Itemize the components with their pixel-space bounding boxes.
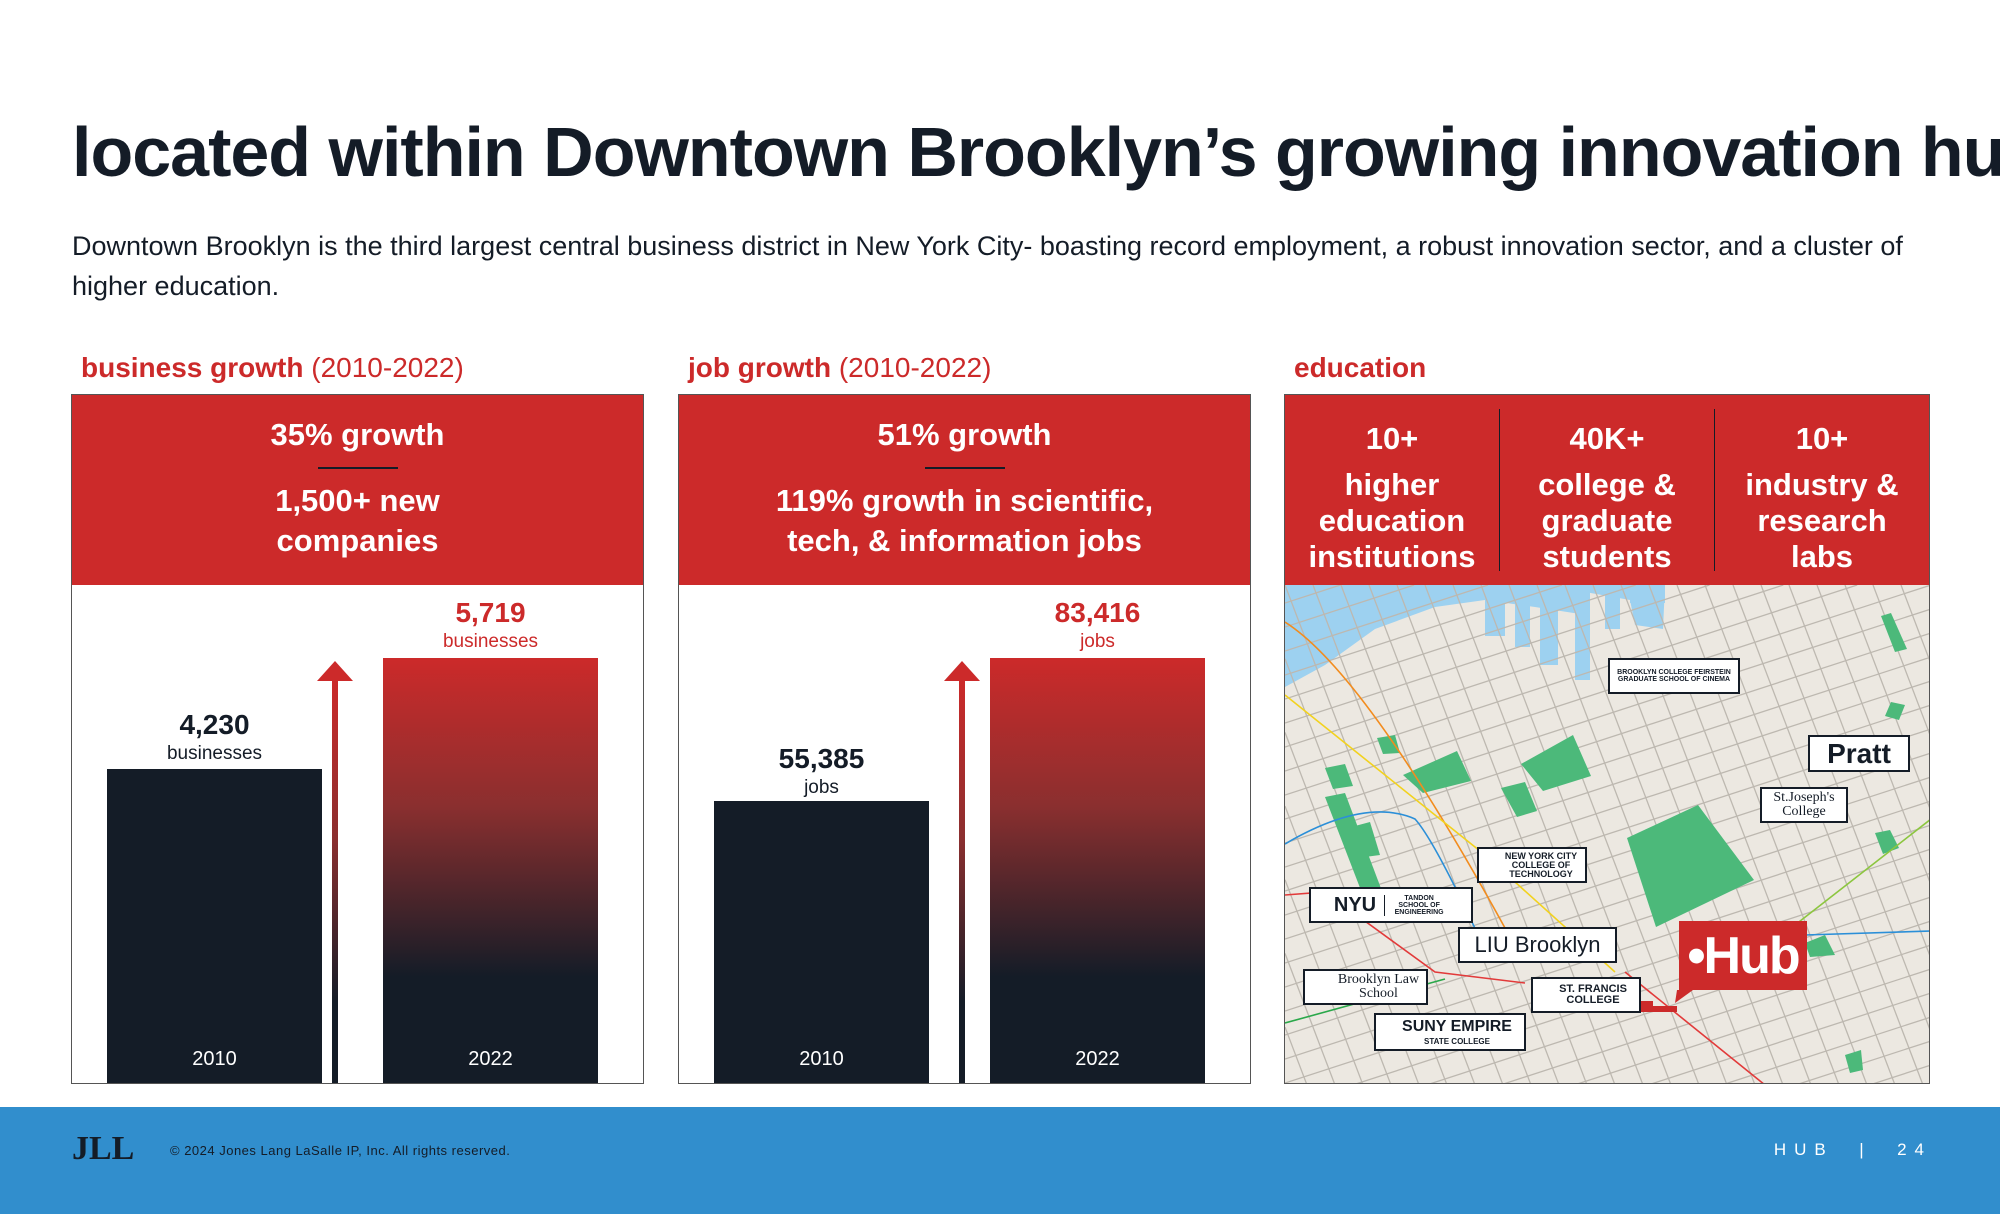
nyu-sub-label: TANDON SCHOOL OF ENGINEERING [1384,894,1448,916]
bar-2022 [990,658,1205,1083]
jobs-detail-2: tech, & information jobs [787,523,1142,558]
street [1872,585,1929,735]
street [1285,585,1475,1083]
divider [317,467,398,469]
label-pratt: Pratt [1808,735,1910,772]
street [1652,992,1929,1083]
education-panel: 10+ higher education institutions 40K+ colle… [1284,394,1930,1084]
copyright: © 2024 Jones Lang LaSalle IP, Inc. All r… [170,1143,511,1158]
jobs-range: (2010-2022) [838,352,992,383]
label-liu: LIU Brooklyn [1458,927,1617,963]
footer [0,1107,2000,1214]
business-growth-heading: business growth (2010-2022) [81,352,464,384]
page-title: located within Downtown Brooklyn’s growi… [72,113,2000,191]
street [1285,656,1929,868]
campus-map: BROOKLYN COLLEGE FEIRSTEIN GRADUATE SCHO… [1285,585,1929,1083]
label-feirstein: BROOKLYN COLLEGE FEIRSTEIN GRADUATE SCHO… [1608,658,1740,694]
street [1285,608,1929,820]
value-label-2010: 55,385 jobs [778,743,865,798]
stat-institutions: 10+ higher education institutions [1285,409,1500,574]
label-st-francis: ST. FRANCIS COLLEGE [1531,977,1641,1013]
education-stats: 10+ higher education institutions 40K+ colle… [1285,395,1929,585]
education-label: education [1294,352,1427,383]
year-label-2010: 2010 [799,1048,844,1070]
hub-marker: •Hub [1679,921,1807,990]
page-number: 24 [1897,1140,1932,1159]
street [1285,680,1929,892]
value-label-2010: 4,230 businesses [166,709,263,764]
nyu-label: NYU [1333,894,1377,916]
street [1285,585,1563,676]
label-suny: SUNY EMPIRE STATE COLLEGE [1374,1013,1526,1051]
value-label-2022: 5,719 businesses [442,597,539,652]
label-nyu: NYU TANDON SCHOOL OF ENGINEERING [1309,887,1473,923]
street [1285,585,1489,652]
street [1285,632,1929,844]
street [1285,585,1341,604]
street [1285,585,1415,628]
street [1900,585,1929,661]
label-st-josephs: St.Joseph's College [1760,787,1848,823]
business-headline: 35% growth [270,417,445,452]
jobs-detail-1: 119% growth in scientific, [775,483,1154,518]
street [1340,585,1531,1083]
business-range: (2010-2022) [311,352,464,383]
year-label-2022: 2022 [468,1048,513,1070]
street [1430,920,1929,1083]
growth-arrow-icon [317,661,353,1083]
jobs-label: job growth [688,352,832,383]
street [1799,1040,1929,1083]
parks [1325,613,1907,1073]
stat-students: 40K+ college & graduate students [1500,409,1715,574]
value-label-2022: 83,416 jobs [1054,597,1141,652]
bar-2022 [383,658,598,1083]
street [1285,953,1335,1083]
hub-site-marker [1641,1001,1677,1012]
street [1536,585,1727,1083]
bar-2010 [107,769,322,1083]
year-label-2010: 2010 [192,1048,237,1070]
suny-label: SUNY EMPIRE [1402,1017,1512,1035]
suny-sub-label: STATE COLLEGE [1424,1036,1490,1046]
street [1368,585,1559,1083]
business-detail-1: 1,500+ new [275,483,440,518]
bar-2010 [714,801,929,1083]
jobs-summary: 51% growth 119% growth in scientific, te… [679,395,1250,585]
growth-arrow-icon [944,661,980,1083]
job-growth-panel: 51% growth 119% growth in scientific, te… [678,394,1251,1084]
business-label: business growth [81,352,304,383]
jobs-headline: 51% growth [877,417,1052,452]
street [1504,944,1929,1083]
street [1285,585,1784,748]
stat-labs: 10+ industry & research labs [1745,421,1899,574]
year-label-2022: 2022 [1075,1048,1120,1070]
business-detail-2: companies [276,523,439,558]
label-city-tech: NEW YORK CITY COLLEGE OF TECHNOLOGY [1477,847,1587,883]
page-subtitle: Downtown Brooklyn is the third largest c… [72,231,1903,301]
label-brooklyn-law: Brooklyn Law School [1303,969,1428,1005]
business-summary: 35% growth 1,500+ new companies [72,395,643,585]
section-name: HUB [1773,1140,1834,1159]
street [1356,896,1929,1083]
business-growth-panel: 35% growth 1,500+ new companies 4,230 bus… [71,394,644,1084]
education-heading: education [1294,352,1426,384]
street [1844,585,1929,808]
page-indicator: HUB | 24 [1773,1140,1932,1159]
street [1285,585,1636,700]
street [1578,968,1929,1083]
street [1285,585,1710,724]
street [1873,1064,1929,1083]
jll-logo: JLL [72,1130,135,1167]
divider [924,467,1005,469]
job-growth-heading: job growth (2010-2022) [688,352,991,384]
street [1725,1016,1929,1083]
street [1928,585,1929,587]
street [1312,585,1503,1083]
water [1285,585,1665,687]
